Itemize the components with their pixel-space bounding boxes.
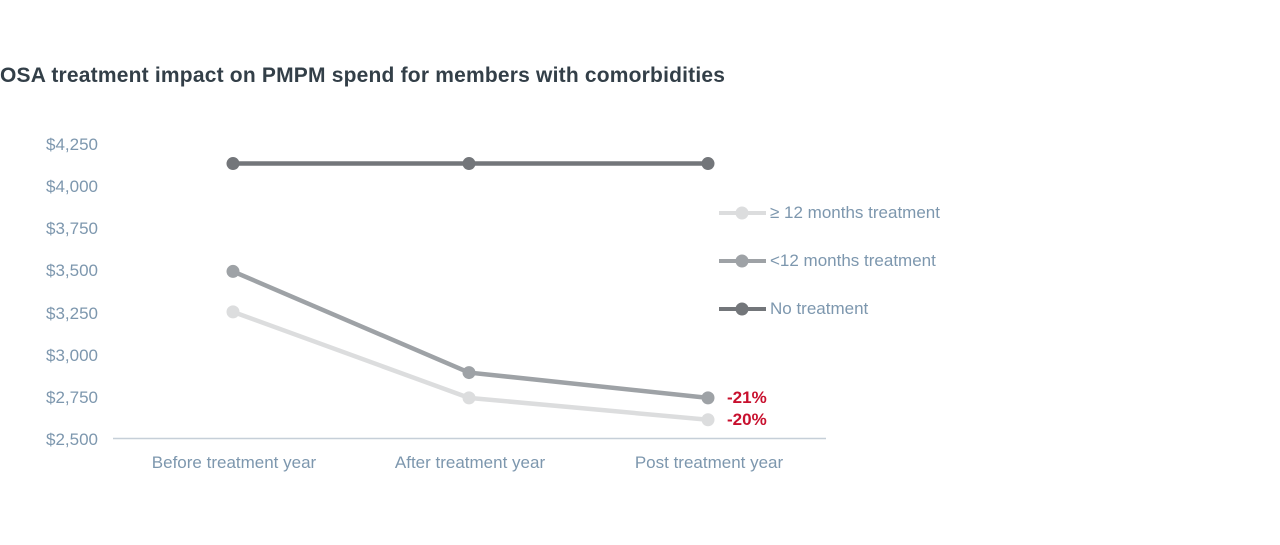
legend-label: No treatment (770, 299, 869, 318)
line-marker-icon (719, 302, 766, 316)
y-axis-tick: $3,750 (46, 219, 98, 239)
line-marker-icon (719, 254, 766, 268)
legend-item-no-treatment: No treatment (718, 299, 940, 319)
legend-item-ge-12-months: ≥ 12 months treatment (718, 203, 940, 223)
y-axis-tick: $4,250 (46, 135, 98, 154)
percent-change-label-21: -21% (727, 387, 767, 407)
y-axis-tick: $3,500 (46, 261, 98, 281)
y-axis-tick: $2,750 (46, 387, 98, 407)
x-axis-category: After treatment year (394, 453, 546, 472)
y-axis-tick: $2,500 (46, 430, 98, 449)
percent-change-label-20: -20% (727, 409, 767, 429)
y-axis-tick: $3,000 (46, 345, 98, 365)
x-axis-category: Post treatment year (634, 453, 784, 472)
legend-item-lt-12-months: <12 months treatment (718, 251, 940, 271)
x-axis-category: Before treatment year (151, 453, 317, 472)
line-marker-icon (719, 206, 766, 220)
legend-label: ≥ 12 months treatment (770, 203, 940, 222)
y-axis-tick: $3,250 (46, 303, 98, 323)
chart-title: OSA treatment impact on PMPM spend for m… (0, 64, 726, 87)
legend-label: <12 months treatment (770, 251, 936, 270)
y-axis-tick: $4,000 (46, 177, 98, 197)
chart-legend: ≥ 12 months treatment <12 months treatme… (718, 203, 940, 347)
